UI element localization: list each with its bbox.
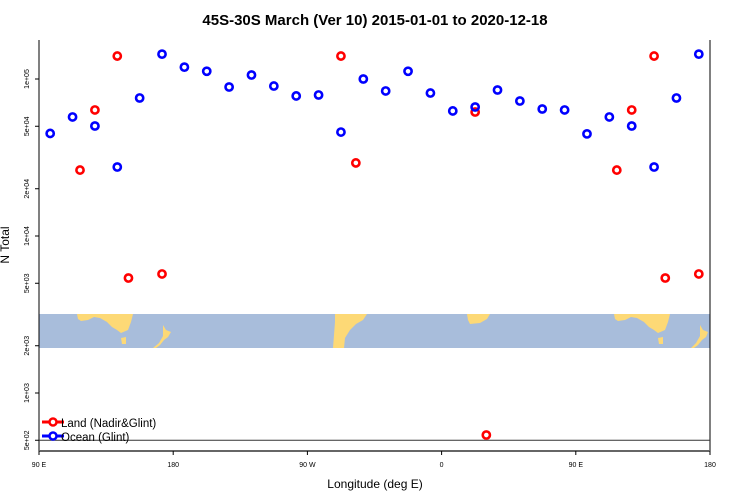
ocean-point: [112, 162, 123, 172]
x-tick-label: 90 W: [299, 462, 316, 469]
ocean-point: [693, 49, 704, 60]
ocean-point: [358, 74, 369, 84]
x-tick-label: 180: [704, 462, 716, 469]
land-point: [112, 51, 123, 61]
y-tick-label: 5e+04: [24, 116, 31, 136]
land-point: [693, 269, 704, 279]
ocean-point: [67, 112, 78, 122]
land-point: [470, 107, 481, 117]
land-point: [90, 105, 100, 115]
ocean-point: [447, 106, 458, 116]
land-point: [123, 273, 134, 283]
ocean-point: [224, 82, 235, 92]
ocean-point: [514, 96, 525, 106]
land-new-zealand: [153, 325, 171, 348]
land-tasmania-2: [658, 337, 663, 344]
ocean-point: [336, 127, 346, 137]
ocean-point: [268, 81, 279, 91]
ocean-point: [179, 62, 190, 73]
chart-title: 45S-30S March (Ver 10) 2015-01-01 to 202…: [202, 12, 547, 29]
x-tick-label: 0: [440, 462, 444, 469]
ocean-point: [537, 104, 548, 114]
ocean-point: [582, 129, 592, 139]
data-points: [45, 49, 704, 440]
land-australia: [77, 314, 133, 333]
land-point: [157, 269, 167, 279]
ocean-point: [626, 121, 637, 131]
land-point: [611, 165, 622, 175]
y-tick-label: 5e+02: [24, 430, 31, 450]
ocean-point: [403, 66, 413, 77]
y-tick-label: 1e+03: [24, 383, 31, 403]
land-point: [660, 273, 671, 283]
legend-marker-land: [48, 417, 58, 427]
legend-item-land: Land (Nadir&Glint): [42, 417, 156, 430]
ocean-point: [470, 102, 481, 112]
y-tick-label: 1e+04: [24, 226, 31, 246]
map-band: [39, 314, 710, 348]
ocean-point: [313, 90, 324, 100]
land-point: [75, 165, 85, 175]
ocean-point: [649, 162, 659, 172]
land-tasmania: [121, 337, 126, 344]
legend-item-ocean: Ocean (Glint): [42, 431, 130, 444]
land-point: [350, 158, 361, 168]
land-point: [481, 430, 492, 440]
x-tick-label: 180: [167, 462, 179, 469]
y-tick-label: 2e+03: [24, 336, 31, 356]
x-tick-label: 90 E: [569, 462, 584, 469]
ocean-point: [425, 88, 436, 98]
ocean-point: [201, 66, 212, 77]
ocean-point: [246, 70, 257, 80]
ocean-point: [380, 86, 391, 96]
ocean-point: [134, 93, 145, 103]
y-ticks: 1e+05 5e+04 2e+04 1e+04 5e+03 2e+03 1e+03 5e+02: [24, 69, 39, 450]
y-tick-label: 5e+03: [24, 273, 31, 293]
x-ticks: 90 E 180 90 W 0 90 E 180: [32, 451, 716, 469]
x-tick-label: 90 E: [32, 462, 47, 469]
land-new-zealand-2: [691, 325, 708, 348]
ocean-point: [604, 112, 615, 122]
land-point: [649, 51, 659, 61]
legend: Land (Nadir&Glint) Ocean (Glint): [42, 417, 156, 444]
ocean-point: [291, 91, 302, 101]
ocean-point: [671, 93, 682, 103]
ocean-point: [559, 105, 570, 115]
x-axis-label: Longitude (deg E): [327, 477, 422, 491]
y-tick-label: 2e+04: [24, 179, 31, 199]
legend-marker-ocean: [48, 431, 58, 441]
ocean-point: [157, 49, 167, 60]
y-axis-label: N Total: [0, 226, 12, 263]
land-africa: [467, 314, 490, 324]
ocean-point: [492, 85, 503, 95]
legend-label-ocean: Ocean (Glint): [61, 432, 130, 444]
land-south-america: [333, 314, 367, 348]
land-point: [336, 51, 346, 61]
land-point: [626, 105, 637, 115]
y-tick-label: 1e+05: [24, 69, 31, 89]
ocean-point: [45, 128, 56, 139]
land-australia-2: [614, 314, 670, 333]
ocean: [39, 314, 710, 348]
legend-label-land: Land (Nadir&Glint): [61, 418, 156, 430]
ocean-point: [90, 121, 100, 131]
